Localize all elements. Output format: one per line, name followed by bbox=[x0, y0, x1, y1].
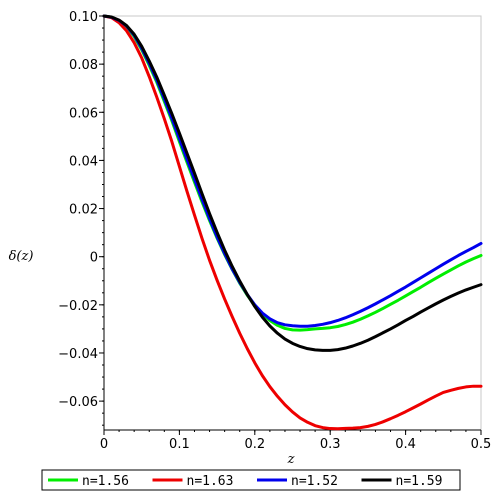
y-tick-label: 0.04 bbox=[69, 154, 98, 169]
y-tick-label: 0.02 bbox=[69, 203, 98, 218]
x-tick-label: 0.2 bbox=[244, 437, 265, 452]
x-axis-title: z bbox=[287, 452, 295, 467]
y-tick-label: 0.08 bbox=[69, 58, 98, 73]
y-tick-label: 0.06 bbox=[69, 106, 98, 121]
x-tick-label: 0 bbox=[100, 437, 108, 452]
x-tick-label: 0.1 bbox=[169, 437, 190, 452]
x-tick-label: 0.4 bbox=[395, 437, 416, 452]
legend: n=1.56 n=1.63 n=1.52 n=1.59 bbox=[41, 469, 461, 491]
series-group bbox=[102, 14, 483, 431]
y-axis: 0.10 0.08 0.06 0.04 0.02 0 −0.02 −0.04 −0.06 bbox=[58, 10, 105, 430]
legend-entry-label: n=1.56 bbox=[82, 474, 129, 489]
y-tick-label: 0.10 bbox=[69, 10, 98, 25]
x-axis: 0 0.1 0.2 0.3 0.4 0.5 bbox=[100, 429, 492, 452]
series-line-n-1-59 bbox=[102, 14, 483, 352]
x-tick-label: 0.3 bbox=[320, 437, 341, 452]
legend-entry-label: n=1.63 bbox=[187, 474, 234, 489]
y-tick-label: −0.06 bbox=[58, 395, 98, 410]
y-tick-label: −0.02 bbox=[58, 299, 98, 314]
legend-box bbox=[41, 469, 461, 491]
legend-entry-label: n=1.52 bbox=[291, 474, 338, 489]
y-axis-title: δ(z) bbox=[9, 249, 34, 264]
y-tick-label: −0.04 bbox=[58, 347, 98, 362]
legend-entry-label: n=1.59 bbox=[396, 474, 443, 489]
y-tick-label: 0 bbox=[90, 251, 98, 266]
x-tick-label: 0.5 bbox=[471, 437, 492, 452]
series-line-n-1-63 bbox=[102, 14, 483, 431]
